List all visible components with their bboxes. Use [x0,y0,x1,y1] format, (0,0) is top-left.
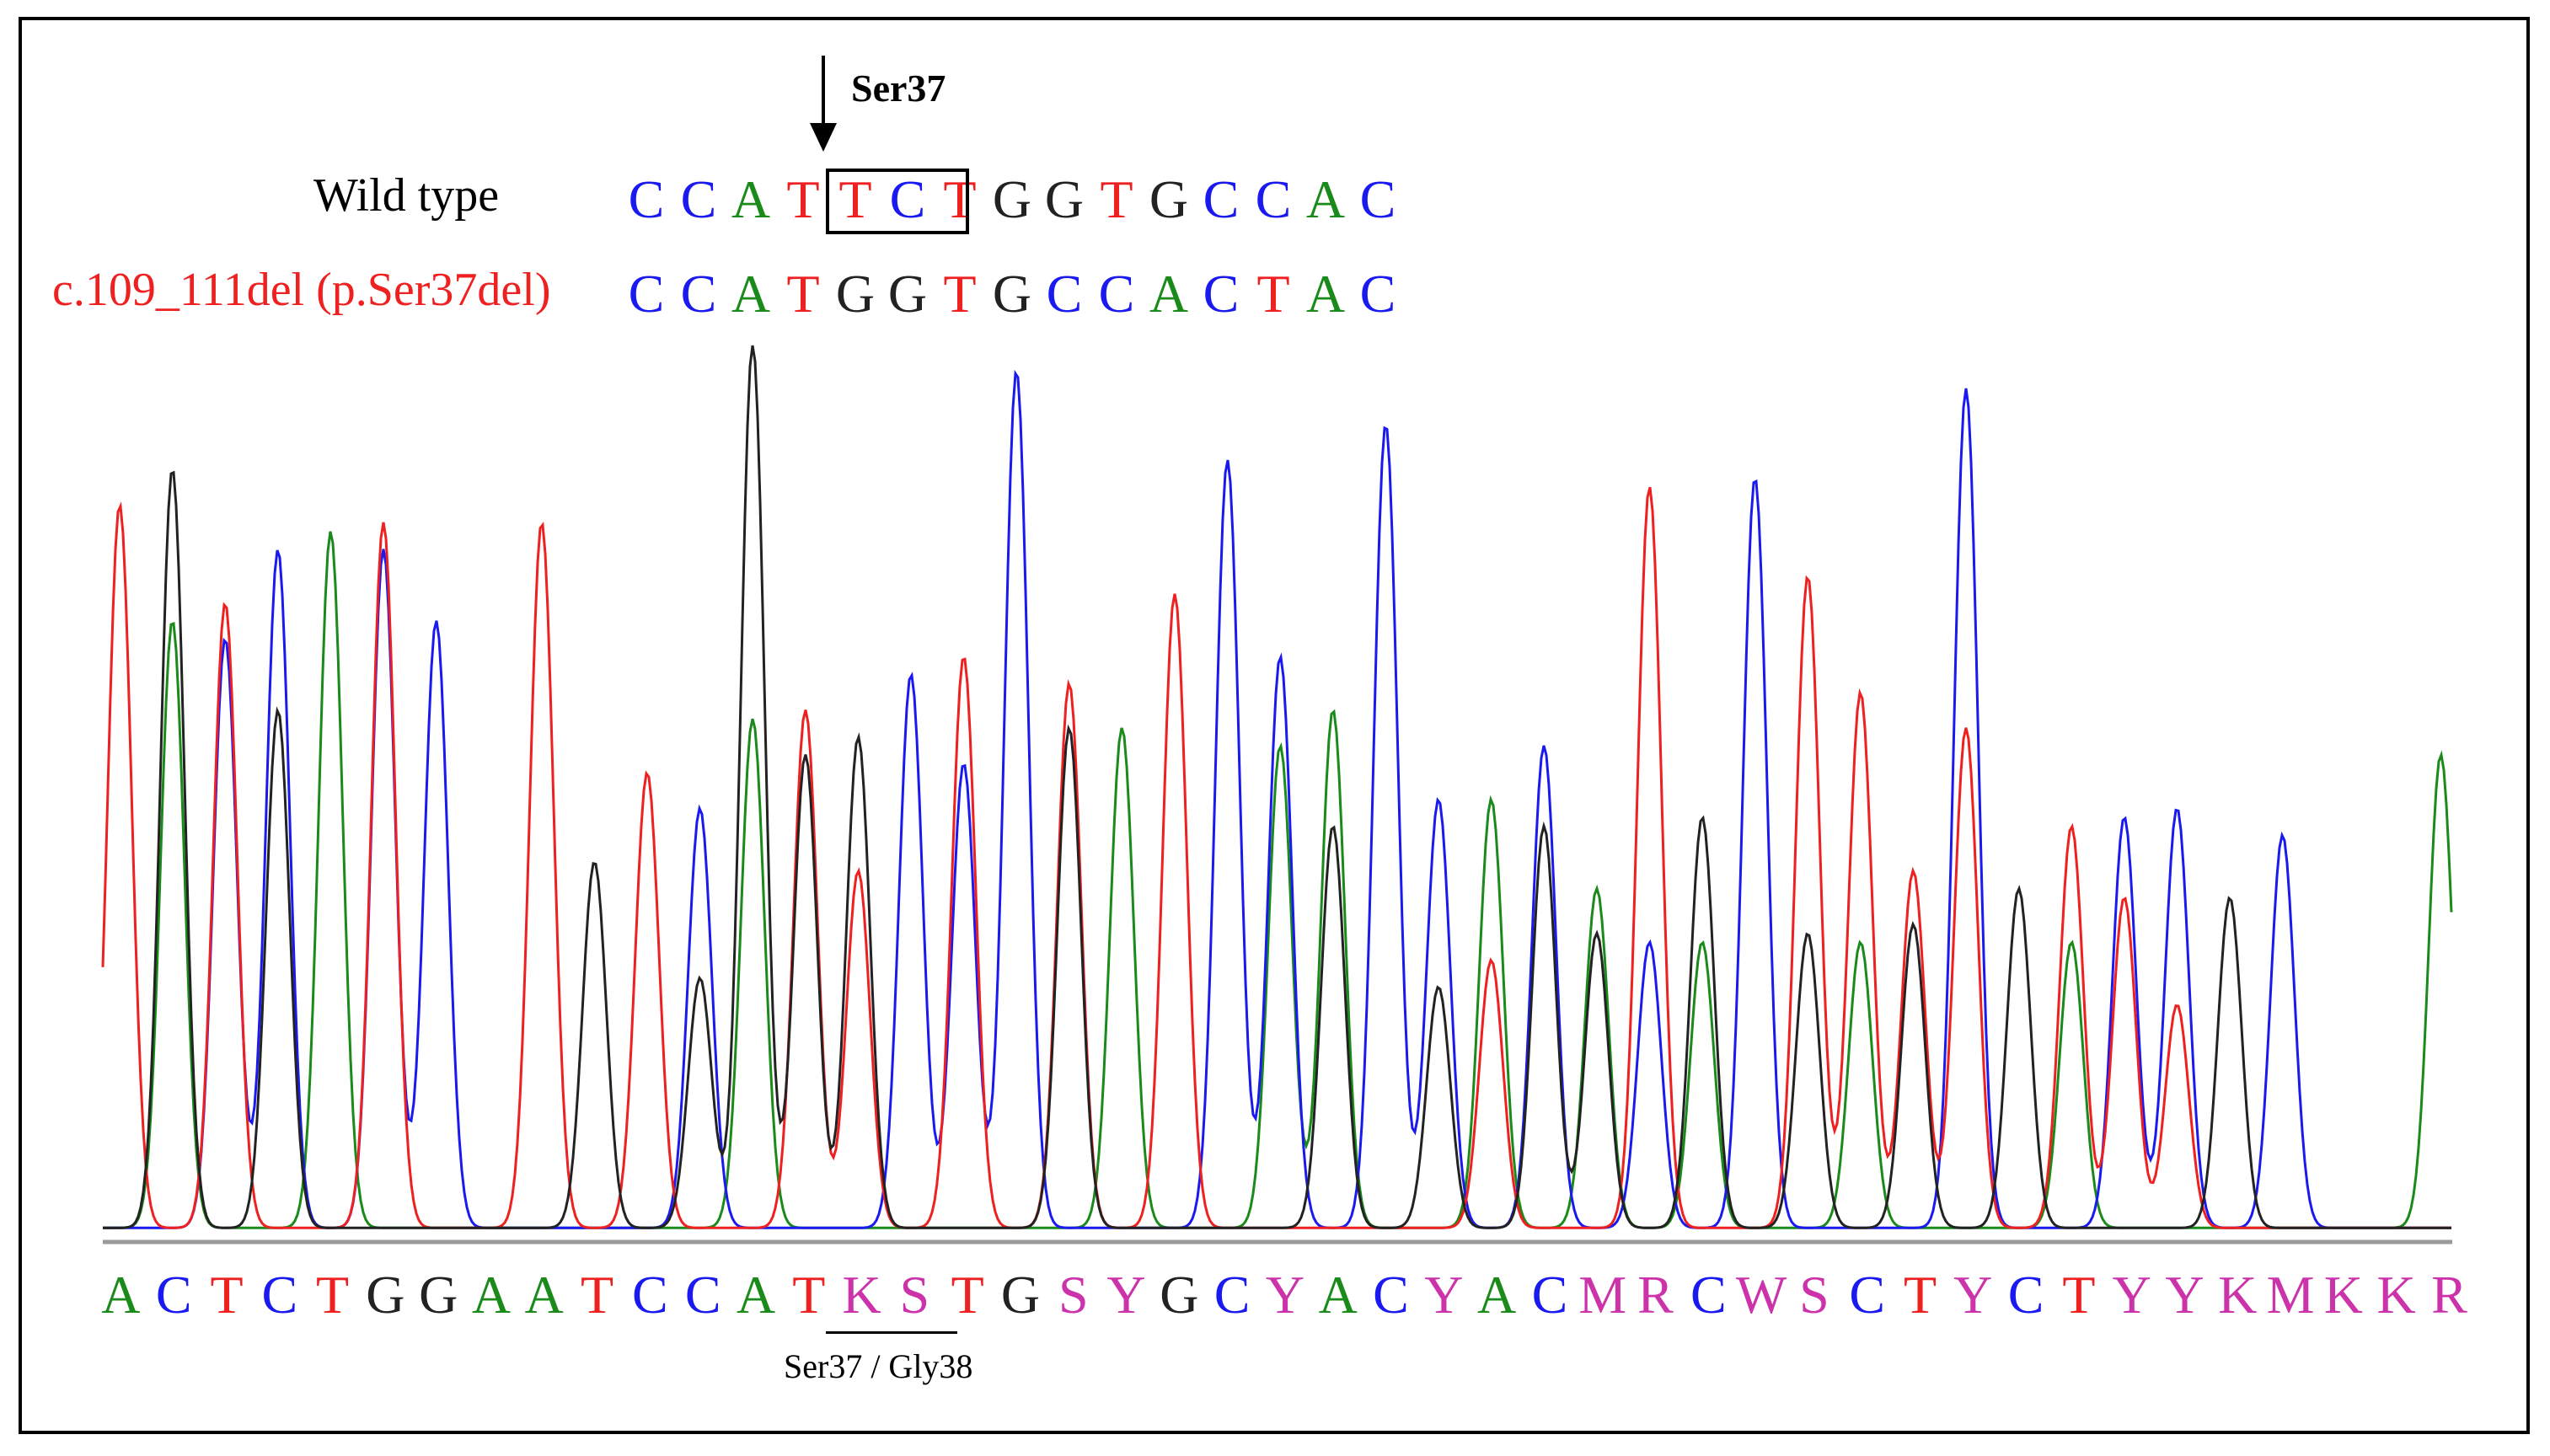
called-base-22: Y [1265,1265,1305,1325]
mut-base-4: G [835,264,876,324]
called-base-39: Y [2165,1265,2204,1325]
trace-A [103,531,2453,1229]
called-base-0: A [101,1265,141,1325]
called-base-38: Y [2112,1265,2151,1325]
called-base-34: T [1903,1265,1937,1325]
mut-base-8: C [1046,264,1083,324]
called-base-16: T [951,1265,984,1325]
mut-base-10: A [1149,264,1189,324]
called-base-27: C [1531,1265,1568,1325]
mutant-label: c.109_111del (p.Ser37del) [52,264,551,316]
called-base-32: S [1799,1265,1829,1325]
called-base-42: K [2323,1265,2363,1325]
called-base-2: T [210,1265,244,1325]
called-base-28: M [1578,1265,1627,1325]
called-base-40: K [2218,1265,2258,1325]
wt-base-11: C [1203,169,1240,229]
mut-base-9: C [1098,264,1135,324]
wt-base-7: G [992,169,1032,229]
called-base-18: S [1058,1265,1089,1325]
wt-base-4: T [838,169,872,229]
mut-base-12: T [1256,264,1290,324]
called-base-24: C [1373,1265,1409,1325]
trace-T [101,486,2451,1229]
called-base-21: C [1213,1265,1251,1325]
wt-base-14: C [1359,169,1396,229]
called-base-6: G [419,1265,458,1325]
mut-base-2: A [731,264,771,324]
mut-base-3: T [786,264,820,324]
figure-frame [19,17,2530,1434]
called-base-43: K [2376,1265,2416,1325]
called-base-12: A [736,1265,776,1325]
mut-base-13: A [1305,264,1346,324]
wt-base-13: A [1305,169,1346,229]
mut-base-5: G [887,264,928,324]
called-base-29: R [1637,1265,1674,1325]
called-base-17: G [1000,1265,1041,1325]
called-base-14: K [842,1265,881,1325]
wt-base-3: T [786,169,820,229]
wt-base-1: C [680,169,717,229]
wt-base-9: T [1100,169,1133,229]
called-base-26: A [1477,1265,1517,1325]
called-base-44: R [2431,1265,2467,1325]
wt-base-5: C [889,169,926,229]
called-base-30: C [1690,1265,1727,1325]
called-base-5: G [366,1265,405,1325]
mut-base-11: C [1203,264,1240,324]
called-base-36: C [2007,1265,2044,1325]
arrow-head-icon [810,123,837,152]
mut-base-1: C [680,264,717,324]
ser37-codon-box [826,169,969,234]
wt-base-0: C [628,169,665,229]
mut-base-6: T [943,264,977,324]
wt-base-10: G [1149,169,1189,229]
called-base-41: M [2266,1265,2315,1325]
mut-base-14: C [1359,264,1396,324]
called-base-9: T [581,1265,614,1325]
wt-base-12: C [1255,169,1292,229]
called-base-7: A [471,1265,512,1325]
called-base-23: A [1318,1265,1358,1325]
called-base-15: S [899,1265,930,1325]
called-base-33: C [1849,1265,1886,1325]
called-base-13: T [792,1265,826,1325]
arrow-down-icon [822,56,825,126]
called-base-3: C [261,1265,298,1325]
called-base-19: Y [1106,1265,1146,1325]
trace-G [103,345,2451,1229]
mut-base-0: C [628,264,665,324]
called-base-37: T [2062,1265,2096,1325]
called-base-4: T [316,1265,350,1325]
mut-base-7: G [992,264,1032,324]
called-base-11: C [684,1265,721,1325]
trace-C [103,369,2451,1229]
mutation-site-label: Ser37 [851,67,946,110]
called-base-8: A [524,1265,564,1325]
substitution-label: Ser37 / Gly38 [784,1347,973,1385]
substitution-underline [826,1331,957,1334]
called-base-10: C [632,1265,668,1325]
wild-type-label: Wild type [313,169,500,222]
wt-base-2: A [731,169,771,229]
called-base-35: Y [1953,1265,1993,1325]
wt-base-8: G [1044,169,1085,229]
wt-base-6: T [943,169,977,229]
called-base-1: C [155,1265,192,1325]
called-base-20: G [1160,1265,1199,1325]
called-base-25: Y [1424,1265,1464,1325]
called-base-31: W [1735,1265,1787,1325]
